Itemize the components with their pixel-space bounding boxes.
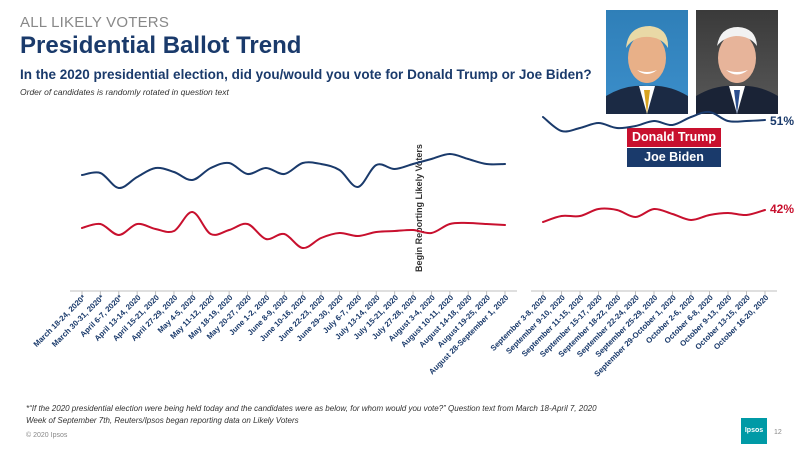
segment2-trump-point	[542, 221, 544, 223]
segment1-trump-point	[467, 222, 470, 224]
segment1-trump-point	[504, 224, 506, 226]
segment1-biden-point	[430, 158, 433, 160]
segment1-biden-point	[393, 168, 396, 170]
segment1-biden-point	[375, 164, 378, 166]
legend-biden: Joe Biden	[627, 148, 721, 167]
segment1-biden-point	[412, 163, 414, 165]
segment1-trump-point	[283, 233, 286, 235]
biden-portrait-icon	[696, 27, 778, 114]
segment2-biden-point	[634, 125, 637, 127]
segment2-biden-point	[764, 119, 766, 121]
trump-end-label: 42%	[770, 202, 794, 216]
segment1-biden-point	[191, 179, 194, 181]
segment1-biden-point	[136, 176, 138, 178]
segment2-trump-point	[560, 215, 563, 217]
segment2-trump-point	[579, 215, 581, 217]
footnote-question: *“If the 2020 presidential election were…	[26, 404, 597, 413]
segment1-trump-point	[265, 238, 267, 240]
page-title: Presidential Ballot Trend	[20, 32, 302, 59]
segment2-biden-point	[690, 116, 692, 118]
segment2-trump-point	[690, 219, 692, 221]
segment1-biden-point	[449, 153, 451, 155]
segment1-biden-point	[504, 163, 506, 165]
segment1-biden-point	[320, 163, 322, 165]
segment1-trump-point	[412, 229, 414, 231]
segment2-trump-point	[634, 216, 637, 218]
rotation-note: Order of candidates is randomly rotated …	[20, 87, 229, 97]
ballot-trend-chart: March 18-24, 2020*March 30-31, 2020*Apri…	[32, 110, 794, 378]
segment1-biden-point	[154, 167, 157, 169]
segment1-trump-point	[301, 247, 304, 249]
segment1-biden-point	[301, 162, 304, 164]
trump-portrait-icon	[606, 26, 688, 114]
ipsos-logo: Ipsos	[741, 418, 767, 444]
segment2-biden-point	[745, 120, 748, 122]
segment1-trump-point	[173, 230, 175, 232]
footnote-likely-voters: Week of September 7th, Reuters/Ipsos beg…	[26, 416, 299, 425]
segment1-trump-point	[430, 232, 433, 234]
segment1-trump-point	[320, 237, 322, 239]
segment1-trump-point	[246, 223, 249, 225]
segment1-trump-point	[357, 235, 359, 237]
segment1-biden-point	[117, 187, 120, 189]
segment2-biden-point	[560, 130, 563, 132]
segment2-trump-point	[708, 214, 711, 216]
biden-photo	[696, 10, 778, 114]
segment2-trump-point	[616, 209, 618, 211]
segment1-trump-point	[154, 228, 157, 230]
segment1-biden-point	[228, 162, 230, 164]
segment1-trump-point	[81, 227, 83, 229]
segment1-biden-point	[338, 169, 341, 171]
segment1-biden-point	[265, 167, 267, 169]
question-text: In the 2020 presidential election, did y…	[20, 67, 592, 82]
segment2-biden-point	[671, 124, 674, 126]
segment1-trump-point	[338, 232, 341, 234]
segment1-biden-line	[81, 153, 506, 190]
copyright: © 2020 Ipsos	[26, 432, 68, 439]
segment2-trump-point	[597, 208, 600, 210]
segment1-biden-point	[99, 172, 102, 174]
segment1-biden-point	[173, 171, 175, 173]
segment1-biden-point	[357, 186, 359, 188]
trump-photo	[606, 10, 688, 114]
segment2-biden-point	[727, 120, 729, 122]
segment2-biden-point	[542, 116, 544, 118]
page-number: 12	[774, 429, 782, 436]
biden-end-label: 51%	[770, 114, 794, 128]
segment1-biden-point	[485, 163, 488, 165]
segment2-trump-line	[542, 207, 766, 223]
section-label: ALL LIKELY VOTERS	[20, 14, 170, 31]
segment1-trump-point	[228, 229, 230, 231]
segment1-biden-point	[209, 167, 212, 169]
segment1-trump-point	[393, 230, 396, 232]
segment1-trump-point	[99, 223, 102, 225]
segment1-trump-point	[136, 223, 138, 225]
segment1-trump-point	[209, 233, 212, 235]
segment1-biden-point	[467, 158, 470, 160]
segment1-trump-line	[81, 211, 506, 250]
segment1-trump-point	[191, 211, 194, 213]
segment2-biden-point	[653, 120, 655, 122]
segment2-trump-point	[653, 208, 655, 210]
legend-trump: Donald Trump	[627, 128, 721, 147]
segment2-biden-point	[708, 111, 711, 113]
segment1-trump-point	[117, 234, 120, 236]
segment1-biden-point	[246, 173, 249, 175]
segment1-trump-point	[375, 231, 378, 233]
segment1-biden-point	[81, 174, 83, 176]
segment2-biden-point	[597, 122, 600, 124]
segment2-trump-point	[727, 212, 729, 214]
segment2-trump-point	[764, 209, 766, 211]
segment2-biden-point	[579, 127, 581, 129]
segment2-biden-point	[616, 127, 618, 129]
segment2-trump-point	[745, 214, 748, 216]
segment1-biden-point	[283, 173, 286, 175]
segment2-trump-point	[671, 213, 674, 215]
segment1-trump-point	[485, 223, 488, 225]
segment1-trump-point	[449, 223, 451, 225]
